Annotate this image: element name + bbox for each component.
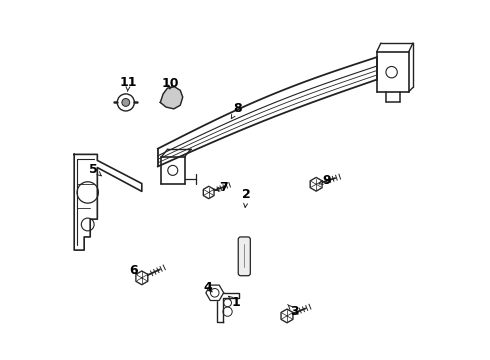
Polygon shape: [136, 271, 147, 285]
FancyBboxPatch shape: [238, 237, 250, 276]
Text: 2: 2: [243, 188, 251, 207]
Circle shape: [122, 99, 130, 106]
Polygon shape: [206, 285, 223, 301]
Text: 7: 7: [216, 181, 228, 194]
Text: 5: 5: [89, 163, 101, 176]
Circle shape: [117, 94, 134, 111]
Text: 8: 8: [231, 102, 242, 119]
Text: 3: 3: [288, 305, 299, 318]
Polygon shape: [310, 177, 322, 191]
Polygon shape: [203, 186, 214, 199]
Text: 1: 1: [229, 296, 241, 309]
Text: 4: 4: [203, 281, 212, 294]
Text: 10: 10: [162, 77, 179, 90]
Text: 6: 6: [130, 264, 138, 277]
Text: 11: 11: [120, 76, 137, 91]
Text: 9: 9: [319, 174, 331, 187]
Polygon shape: [160, 87, 183, 109]
Polygon shape: [281, 309, 293, 323]
